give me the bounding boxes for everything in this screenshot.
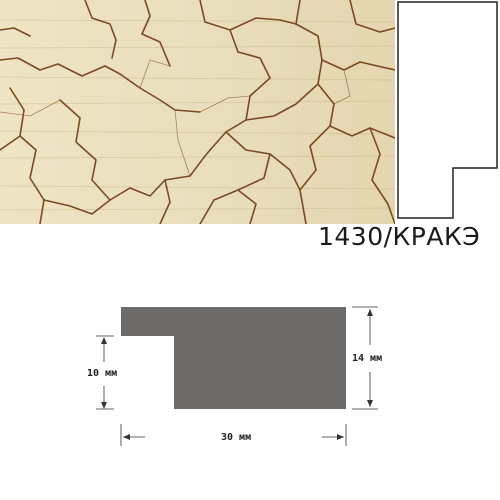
product-code: 1430/КРАКЭ	[318, 222, 481, 251]
width-label: 30 мм	[221, 432, 252, 443]
height-inner-label: 10 мм	[87, 368, 118, 379]
profile-outline	[397, 1, 498, 219]
texture-sample	[0, 0, 395, 224]
profile-shape-card	[395, 0, 500, 224]
profile-cross-section	[121, 307, 346, 409]
crackle-texture-image	[0, 0, 395, 224]
dimension-diagram	[0, 290, 500, 450]
cross-section-drawing	[96, 306, 378, 446]
height-outer-label: 14 мм	[352, 353, 383, 364]
